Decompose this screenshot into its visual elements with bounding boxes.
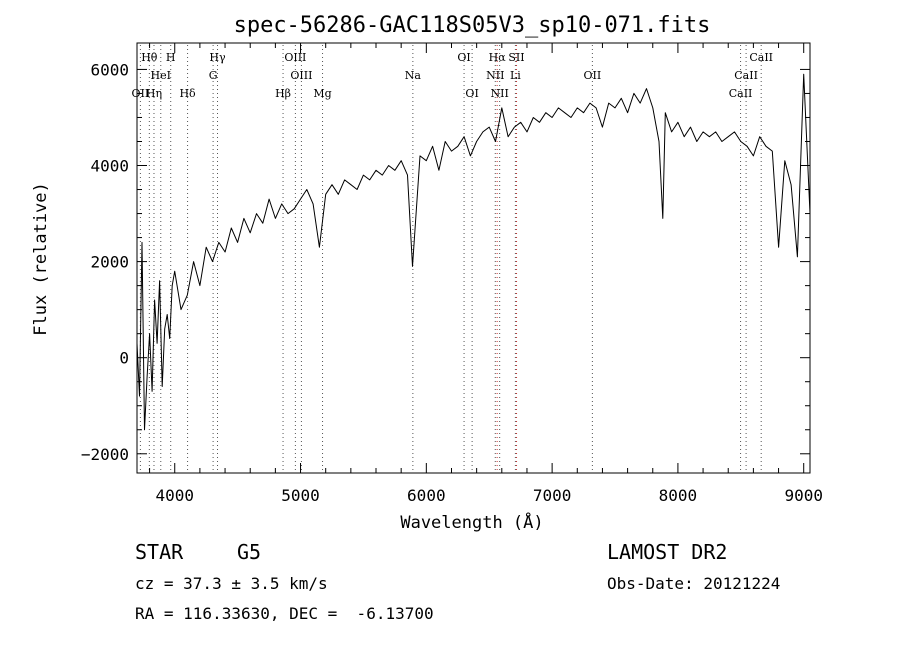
line-label-2: Hγ [209, 51, 226, 64]
line-label-5: Hα [489, 51, 507, 64]
chart-title: spec-56286-GAC118S05V3_sp10-071.fits [234, 13, 711, 38]
line-label-3: OIII [284, 51, 306, 64]
x-tick-label-3: 7000 [533, 486, 572, 505]
line-label-10: OIII [290, 69, 312, 82]
y-tick-label-1: 0 [119, 349, 129, 368]
line-label-8: HeI [151, 69, 171, 82]
line-label-18: Hδ [179, 87, 196, 100]
line-label-22: NII [491, 87, 509, 100]
line-label-11: Na [405, 69, 422, 82]
line-label-0: Hθ [141, 51, 158, 64]
object-subclass: G5 [237, 540, 262, 564]
line-label-4: OI [457, 51, 470, 64]
x-tick-label-0: 4000 [155, 486, 194, 505]
spectrum-line-0 [136, 73, 811, 431]
line-label-6: SII [508, 51, 524, 64]
line-label-21: OI [465, 87, 478, 100]
y-tick-label-2: 2000 [90, 253, 129, 272]
x-tick-label-2: 6000 [407, 486, 446, 505]
x-tick-label-5: 9000 [784, 486, 823, 505]
x-tick-label-1: 5000 [281, 486, 320, 505]
x-tick-label-4: 8000 [659, 486, 698, 505]
redshift-text: cz = 37.3 ± 3.5 km/s [135, 574, 328, 593]
axes: 4000 5000 6000 7000 8000 9000 −2000 0 2000 4000 60… [81, 43, 823, 505]
x-axis-label: Wavelength (Å) [400, 511, 543, 533]
line-label-23: CaII [729, 87, 753, 100]
y-tick-label-3: 4000 [90, 157, 129, 176]
plot-frame [136, 42, 811, 474]
y-tick-label-4: 6000 [90, 60, 129, 79]
line-label-19: Hβ [275, 87, 291, 100]
coordinates: RA = 116.33630, DEC = -6.13700 [135, 604, 434, 623]
y-tick-label-0: −2000 [81, 445, 129, 464]
line-label-12: NII [486, 69, 504, 82]
line-label-17: Hη [146, 87, 162, 100]
obs-date: Obs-Date: 20121224 [607, 574, 781, 593]
line-label-13: Li [510, 69, 521, 82]
spectrum-series [136, 73, 811, 431]
line-label-20: Mg [313, 87, 331, 100]
line-label-15: CaII [734, 69, 758, 82]
line-label-9: G [209, 69, 218, 82]
line-label-14: OII [584, 69, 602, 82]
survey-name: LAMOST DR2 [607, 540, 728, 564]
y-axis-label: Flux (relative) [31, 182, 51, 336]
object-class: STAR [135, 540, 184, 564]
line-label-1: H [166, 51, 176, 64]
line-label-7: CaII [749, 51, 773, 64]
